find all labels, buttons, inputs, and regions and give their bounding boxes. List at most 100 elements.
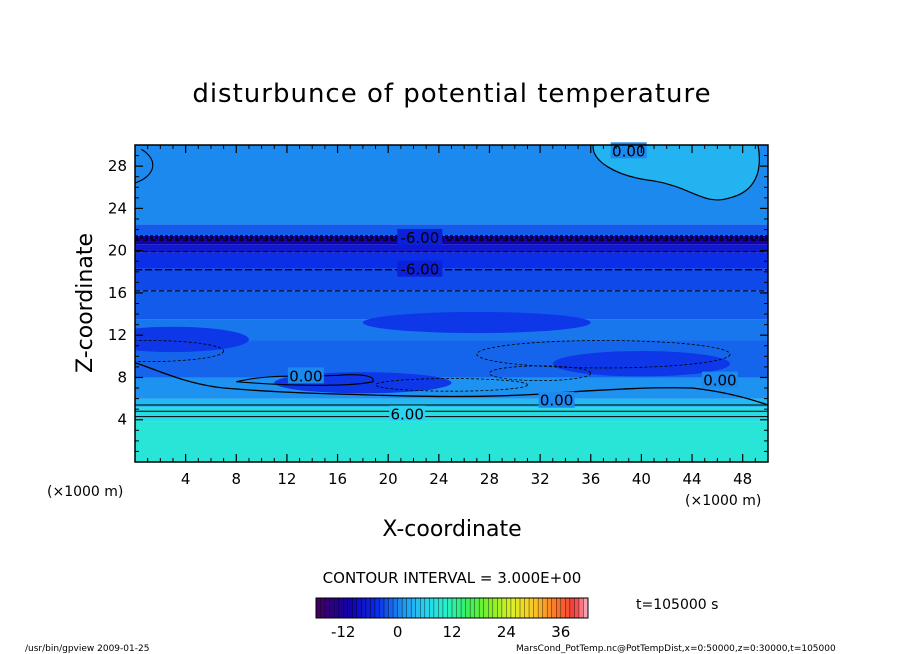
colorbar-cell-13 (374, 598, 380, 618)
contour-neg-wiggle-2 (375, 378, 528, 392)
colorbar-cell-9 (356, 598, 362, 618)
contour-neg-wiggle-1 (476, 340, 731, 369)
contour-label-bg-2 (389, 405, 426, 422)
colorbar-cell-38 (488, 598, 494, 618)
contour-neg-wiggle-0 (135, 340, 224, 363)
y-axis-label: Z-coordinate (73, 233, 98, 373)
field-band-9 (135, 244, 768, 253)
contour-label-bg-4 (538, 391, 575, 408)
colorbar-cell-12 (370, 598, 376, 618)
x-tick-label-4: 4 (181, 470, 191, 488)
contour-interval-text: CONTOUR INTERVAL = 3.000E+00 (323, 569, 582, 587)
x-axis-label: X-coordinate (382, 517, 521, 542)
colorbar-cell-7 (347, 598, 353, 618)
colorbar-cell-54 (560, 598, 566, 618)
colorbar-cell-17 (393, 598, 398, 618)
contour-label-3: 0.00 (289, 367, 322, 385)
colorbar-cell-18 (397, 598, 403, 618)
x-tick-label-28: 28 (480, 470, 499, 488)
colorbar-cell-37 (483, 598, 489, 618)
contour-label-bg-6 (610, 142, 647, 159)
colorbar-cell-19 (402, 598, 407, 618)
colorbar-cell-6 (343, 598, 349, 618)
field-band-11 (135, 224, 768, 236)
x-tick-label-44: 44 (682, 470, 701, 488)
colorbar-tick-label-12: 12 (442, 623, 461, 641)
x-tick-label-16: 16 (328, 470, 347, 488)
time-text: t=105000 s (636, 597, 718, 613)
colorbar-cell-1 (320, 598, 326, 618)
chart-title: disturbunce of potential temperature (192, 79, 711, 109)
colorbar-cell-26 (433, 598, 439, 618)
x-tick-label-8: 8 (232, 470, 242, 488)
colorbar-cell-29 (447, 598, 453, 618)
colorbar-cell-28 (442, 598, 448, 618)
colorbar-cell-25 (429, 598, 435, 618)
field-patch-mid-0 (135, 326, 249, 353)
colorbar-cell-10 (361, 598, 367, 618)
colorbar-cell-48 (533, 598, 539, 618)
footer-right: MarsCond_PotTemp.nc@PotTempDist,x=0:5000… (516, 644, 836, 654)
colorbar-cell-3 (329, 598, 335, 618)
y-tick-label-20: 20 (108, 242, 127, 260)
field-layer (135, 145, 768, 462)
colorbar-cell-43 (510, 598, 516, 618)
x-tick-label-36: 36 (581, 470, 600, 488)
colorbar-cell-22 (415, 598, 421, 618)
field-patch-upper (593, 145, 760, 200)
colorbar-cell-55 (565, 598, 571, 618)
x-tick-label-12: 12 (277, 470, 296, 488)
contour-label-1: -6.00 (400, 261, 439, 279)
colorbar-cell-11 (365, 598, 371, 618)
colorbar (315, 598, 589, 618)
field-band-8 (135, 252, 768, 269)
colorbar-cell-42 (506, 598, 512, 618)
field-patch-mid-3 (362, 311, 591, 334)
colorbar-tick-label--12: -12 (331, 623, 356, 641)
contour-label-bg-1 (397, 260, 443, 277)
colorbar-cell-23 (420, 598, 426, 618)
colorbar-cell-59 (583, 598, 589, 618)
y-tick-label-12: 12 (108, 326, 127, 344)
contour-label-5: 0.00 (703, 372, 736, 390)
colorbar-cell-52 (551, 598, 557, 618)
x-tick-label-20: 20 (379, 470, 398, 488)
colorbar-cell-47 (529, 598, 534, 618)
x-tick-label-24: 24 (429, 470, 448, 488)
y-tick-label-8: 8 (117, 368, 127, 386)
colorbar-cell-21 (411, 598, 417, 618)
colorbar-tick-label-0: 0 (393, 623, 403, 641)
contour-label-layer: -6.00 -6.00 6.00 0.00 0.00 0.00 0.00 (287, 142, 738, 423)
colorbar-cell-45 (520, 598, 525, 618)
colorbar-cell-27 (438, 598, 444, 618)
colorbar-cell-35 (474, 598, 480, 618)
colorbar-cell-31 (456, 598, 462, 618)
x-tick-label-48: 48 (733, 470, 752, 488)
footer-left: /usr/bin/gpview 2009-01-25 (25, 644, 149, 654)
colorbar-cell-34 (470, 598, 475, 618)
contour-neg-wiggle-3 (489, 365, 592, 382)
contour-zero-island (236, 374, 374, 386)
field-band-2 (135, 398, 768, 408)
colorbar-cell-15 (384, 598, 389, 618)
y-tick-label-24: 24 (108, 199, 127, 217)
y-tick-label-28: 28 (108, 157, 127, 175)
colorbar-tick-label-24: 24 (497, 623, 516, 641)
field-band-7 (135, 268, 768, 291)
contour-label-bg-5 (701, 371, 738, 388)
colorbar-cell-56 (569, 598, 575, 618)
colorbar-cell-0 (316, 598, 321, 618)
contour-label-6: 0.00 (612, 142, 645, 160)
colorbar-cell-8 (352, 598, 358, 618)
colorbar-cell-32 (461, 598, 466, 618)
contour-label-2: 6.00 (390, 405, 423, 423)
colorbar-cell-58 (578, 598, 584, 618)
contour-label-bg-0 (397, 228, 443, 245)
colorbar-cell-24 (424, 598, 430, 618)
contour-zero-lower (135, 362, 768, 406)
colorbar-cell-36 (479, 598, 485, 618)
contour-zero-upper (592, 145, 760, 201)
colorbar-cell-50 (542, 598, 548, 618)
colorbar-cell-41 (501, 598, 507, 618)
